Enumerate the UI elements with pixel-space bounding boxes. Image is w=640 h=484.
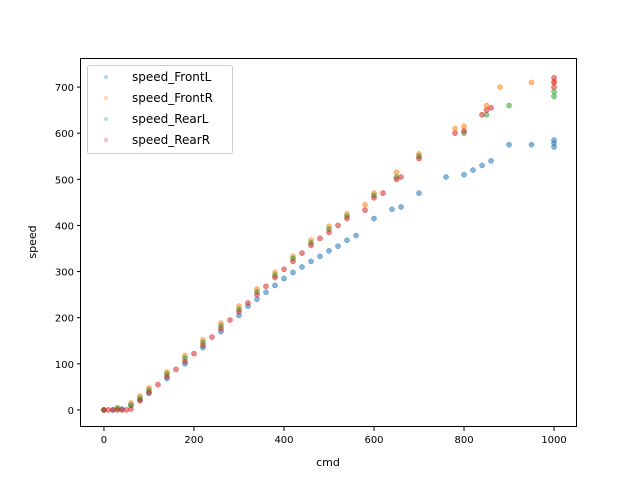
data-point <box>200 342 206 349</box>
data-point <box>326 247 332 254</box>
data-point <box>299 264 305 270</box>
data-point <box>371 194 377 201</box>
data-point <box>317 235 323 242</box>
data-point <box>461 128 467 134</box>
data-point <box>281 266 287 273</box>
data-point <box>380 190 386 196</box>
data-point <box>281 275 287 282</box>
data-point <box>506 141 512 148</box>
legend-label: speed_RearL <box>132 112 209 126</box>
x-tick-label: 200 <box>184 435 203 446</box>
data-point <box>191 350 197 357</box>
legend-marker-icon <box>103 137 109 143</box>
y-tick-label: 100 <box>55 360 74 371</box>
data-point <box>290 269 296 276</box>
data-point <box>263 289 269 296</box>
data-point <box>344 215 350 222</box>
data-point <box>506 102 512 109</box>
legend-marker-icon <box>103 116 109 122</box>
data-point <box>245 300 251 306</box>
legend-label: speed_FrontL <box>132 70 212 84</box>
data-point <box>272 282 278 289</box>
data-point <box>227 317 233 323</box>
data-point <box>488 104 494 111</box>
data-point <box>551 74 557 81</box>
legend-marker-icon <box>103 74 109 80</box>
data-point <box>479 162 485 169</box>
data-point <box>398 204 404 210</box>
data-point <box>488 158 494 164</box>
data-point <box>155 381 161 388</box>
data-point <box>416 155 422 162</box>
legend-box <box>87 65 233 154</box>
y-tick-label: 600 <box>55 129 74 140</box>
data-point <box>551 137 557 143</box>
data-point <box>371 215 377 222</box>
data-point <box>393 176 400 183</box>
data-point <box>290 258 296 265</box>
data-point <box>389 206 395 213</box>
data-point <box>308 258 314 265</box>
data-point <box>326 229 332 236</box>
plot-points <box>101 74 557 413</box>
data-point <box>308 242 314 249</box>
y-axis-label: speed <box>26 225 39 258</box>
data-point <box>128 406 134 412</box>
legend-marker-icon <box>103 95 109 101</box>
y-tick-label: 300 <box>55 268 74 279</box>
data-point <box>416 190 422 196</box>
y-tick-label: 200 <box>55 314 74 325</box>
data-point <box>497 84 503 90</box>
legend-label: speed_RearR <box>132 133 210 147</box>
series-speed_RearR <box>101 74 557 413</box>
legend: speed_FrontL speed_FrontR speed_RearLspeed… <box>87 65 233 154</box>
x-tick-label: 1000 <box>541 435 566 446</box>
legend-label: speed_FrontR <box>132 91 213 105</box>
x-tick-label: 800 <box>454 435 473 446</box>
data-point <box>353 232 359 239</box>
y-tick-label: 500 <box>55 175 74 186</box>
data-point <box>528 141 535 148</box>
data-point <box>272 274 278 281</box>
x-axis: 0 200 400 600 800 1000 <box>101 427 567 446</box>
x-tick-label: 400 <box>274 435 293 446</box>
data-point <box>236 308 242 315</box>
x-tick-label: 600 <box>364 435 383 446</box>
data-point <box>137 397 143 404</box>
data-point <box>164 373 170 380</box>
data-point <box>218 325 224 332</box>
y-tick-label: 0 <box>68 406 74 417</box>
data-point <box>398 174 404 180</box>
axes-frame <box>80 58 577 427</box>
data-point <box>146 389 152 396</box>
data-point <box>173 366 179 373</box>
data-point <box>182 358 188 365</box>
data-point <box>344 237 350 244</box>
data-point <box>263 283 269 290</box>
x-axis-label: cmd <box>316 456 340 469</box>
y-axis: 0 100 200 300 400 500 600 700 <box>55 83 81 417</box>
data-point <box>443 174 449 180</box>
data-point <box>362 201 368 208</box>
data-point <box>528 79 535 86</box>
data-point <box>452 130 458 137</box>
data-point <box>470 167 476 173</box>
data-point <box>209 334 215 340</box>
data-point <box>317 253 323 260</box>
y-tick-label: 400 <box>55 221 74 232</box>
x-tick-label: 0 <box>101 435 107 446</box>
data-point <box>461 171 467 178</box>
data-point <box>362 207 368 214</box>
data-point <box>335 243 341 250</box>
data-point <box>479 111 485 118</box>
y-tick-label: 700 <box>55 83 74 94</box>
data-point <box>299 250 305 256</box>
data-point <box>254 291 260 298</box>
data-point <box>483 107 490 113</box>
data-point <box>335 222 341 229</box>
